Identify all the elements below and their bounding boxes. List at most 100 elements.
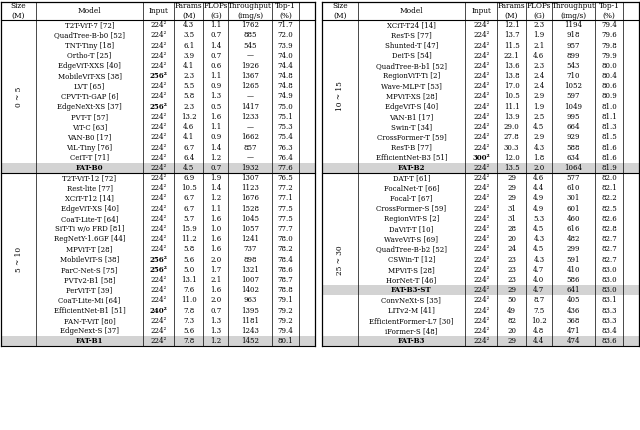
Text: 474: 474 — [566, 337, 580, 345]
Text: 1052: 1052 — [564, 82, 582, 90]
Text: 256²: 256² — [150, 103, 168, 111]
Text: 74.8: 74.8 — [278, 72, 293, 80]
Bar — [322, 71, 639, 81]
Text: Throughput
(img/s): Throughput (img/s) — [552, 3, 595, 20]
Text: 78.8: 78.8 — [278, 286, 293, 294]
Text: 1.3: 1.3 — [210, 92, 221, 101]
Text: 2.0: 2.0 — [210, 256, 221, 264]
Bar — [1, 122, 315, 132]
Text: 25 ~ 30: 25 ~ 30 — [336, 245, 344, 274]
Text: 79.4: 79.4 — [278, 327, 293, 335]
Text: 11.1: 11.1 — [504, 103, 520, 111]
Text: 7.8: 7.8 — [183, 337, 195, 345]
Text: PVTv2-B1 [58]: PVTv2-B1 [58] — [64, 276, 115, 284]
Text: 224²: 224² — [150, 164, 167, 172]
Text: EdgeViT-S [40]: EdgeViT-S [40] — [385, 103, 438, 111]
Text: 2.5: 2.5 — [533, 113, 545, 121]
Text: 482: 482 — [566, 235, 580, 243]
Bar — [322, 101, 639, 112]
Text: 81.5: 81.5 — [602, 133, 617, 141]
Text: 1762: 1762 — [241, 21, 259, 29]
Text: 1.9: 1.9 — [533, 31, 545, 39]
Text: 6.7: 6.7 — [183, 205, 195, 213]
Text: 224²: 224² — [150, 297, 167, 304]
Text: 81.6: 81.6 — [602, 144, 617, 151]
Text: Focal-T [67]: Focal-T [67] — [390, 194, 433, 203]
Text: 17.0: 17.0 — [504, 82, 520, 90]
Text: 79.4: 79.4 — [602, 21, 617, 29]
Text: 6.7: 6.7 — [183, 194, 195, 203]
Text: 7.8: 7.8 — [183, 307, 195, 315]
Text: 1452: 1452 — [241, 337, 259, 345]
Text: 224²: 224² — [473, 194, 489, 203]
Text: 83.0: 83.0 — [602, 286, 617, 294]
Text: 224²: 224² — [150, 42, 167, 49]
Text: 224²: 224² — [473, 184, 489, 192]
Text: FAT-B0: FAT-B0 — [76, 164, 103, 172]
Text: 224²: 224² — [473, 215, 489, 223]
Text: 79.8: 79.8 — [602, 42, 617, 49]
Text: CrossFormer-S [59]: CrossFormer-S [59] — [376, 205, 447, 213]
Text: 10 ~ 15: 10 ~ 15 — [336, 82, 344, 111]
Text: 224²: 224² — [473, 164, 489, 172]
Text: 545: 545 — [243, 42, 257, 49]
Text: 29.0: 29.0 — [504, 123, 520, 131]
Text: 224²: 224² — [150, 82, 167, 90]
Text: 79.2: 79.2 — [278, 307, 293, 315]
Text: 1321: 1321 — [241, 266, 259, 274]
Text: 5.0: 5.0 — [183, 266, 195, 274]
Text: 4.6: 4.6 — [533, 174, 545, 182]
Text: 7.5: 7.5 — [533, 307, 545, 315]
Text: 78.7: 78.7 — [278, 276, 293, 284]
Bar — [1, 244, 315, 255]
Bar — [1, 285, 315, 295]
Text: 11.2: 11.2 — [181, 235, 196, 243]
Bar — [1, 214, 315, 224]
Text: 1.6: 1.6 — [210, 113, 221, 121]
Bar — [322, 20, 639, 30]
Text: 1.1: 1.1 — [210, 205, 221, 213]
Text: 1402: 1402 — [241, 286, 259, 294]
Text: 1.6: 1.6 — [210, 286, 221, 294]
Text: 1241: 1241 — [241, 235, 259, 243]
Text: 0.6: 0.6 — [210, 62, 221, 70]
Text: 5.8: 5.8 — [183, 92, 195, 101]
Text: 591: 591 — [566, 256, 580, 264]
Bar — [1, 183, 315, 194]
Text: 10.2: 10.2 — [531, 317, 547, 325]
Text: 20: 20 — [507, 235, 516, 243]
Text: 13.1: 13.1 — [181, 276, 196, 284]
Text: 224²: 224² — [473, 337, 489, 345]
Text: RegionViT-Ti [2]: RegionViT-Ti [2] — [383, 72, 440, 80]
Text: 74.4: 74.4 — [278, 62, 293, 70]
Text: EfficientNet-B3 [51]: EfficientNet-B3 [51] — [376, 154, 447, 162]
Text: CrossFormer-T [59]: CrossFormer-T [59] — [376, 133, 446, 141]
Text: 224²: 224² — [473, 52, 489, 60]
Text: 12.0: 12.0 — [504, 154, 520, 162]
Text: 224²: 224² — [150, 317, 167, 325]
Text: 75.0: 75.0 — [278, 103, 293, 111]
Text: 224²: 224² — [150, 62, 167, 70]
Text: 436: 436 — [566, 307, 580, 315]
Text: VAN-B0 [17]: VAN-B0 [17] — [67, 133, 111, 141]
Text: —: — — [246, 52, 253, 60]
Text: 24: 24 — [507, 246, 516, 254]
Text: Params
(M): Params (M) — [175, 3, 203, 20]
Text: 224²: 224² — [150, 21, 167, 29]
Text: 74.9: 74.9 — [278, 92, 293, 101]
Text: 2.1: 2.1 — [210, 276, 221, 284]
Text: 300²: 300² — [472, 154, 490, 162]
Bar — [1, 203, 315, 214]
Text: 224²: 224² — [150, 123, 167, 131]
Text: Ortho-T [25]: Ortho-T [25] — [67, 52, 111, 60]
Text: 29: 29 — [507, 337, 516, 345]
Text: ViT-C [63]: ViT-C [63] — [72, 123, 107, 131]
Text: 0.9: 0.9 — [210, 133, 221, 141]
Bar — [322, 316, 639, 326]
Bar — [1, 336, 315, 347]
Text: 929: 929 — [566, 133, 580, 141]
Bar — [1, 275, 315, 285]
Text: 1.4: 1.4 — [210, 42, 221, 49]
Bar — [322, 112, 639, 122]
Bar — [322, 306, 639, 316]
